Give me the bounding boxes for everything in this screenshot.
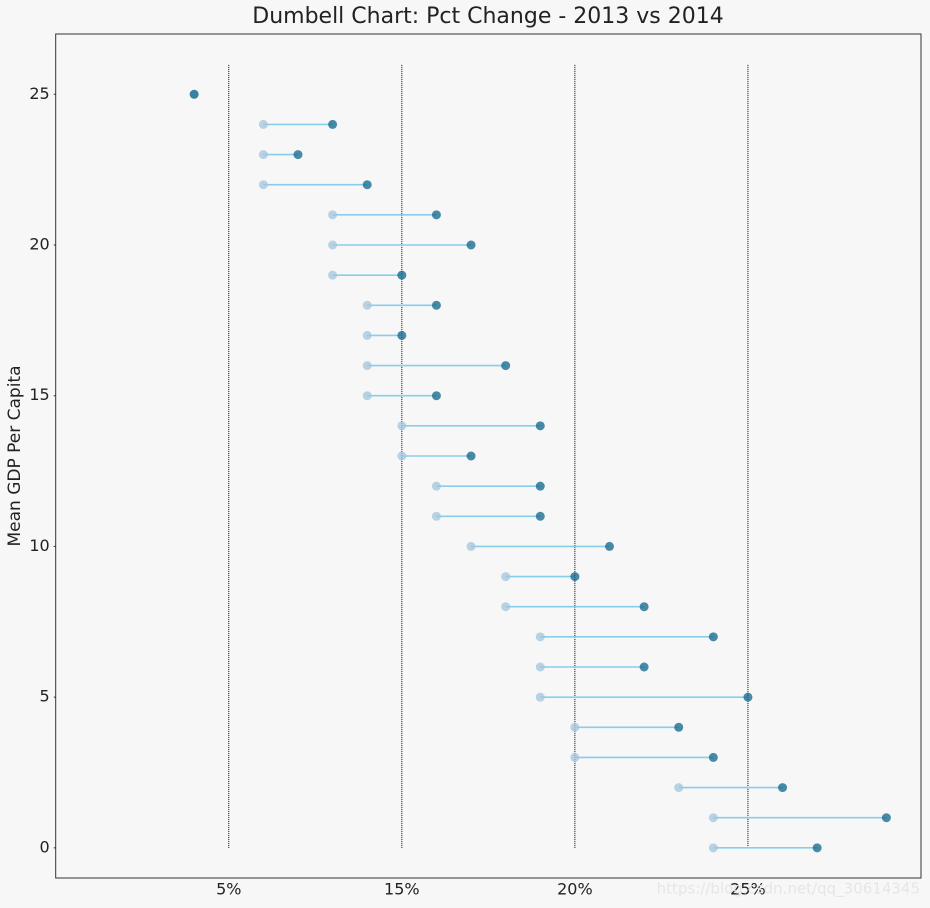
dumbbell-point: [189, 89, 199, 99]
dumbbell-point: [708, 632, 718, 642]
dumbbell-point: [708, 813, 718, 823]
dumbbell-point: [570, 572, 580, 582]
chart-title: Dumbell Chart: Pct Change - 2013 vs 2014: [252, 4, 723, 29]
dumbbell-point: [397, 421, 407, 431]
dumbbell-point: [466, 541, 476, 551]
dumbbell-point: [362, 391, 372, 401]
dumbbell-point: [881, 813, 891, 823]
dumbbell-point: [397, 270, 407, 280]
dumbbell-point: [778, 783, 788, 793]
plot-area: [55, 33, 922, 879]
dumbbell-point: [466, 451, 476, 461]
dumbbell-point: [535, 481, 545, 491]
dumbbell-point: [362, 361, 372, 371]
dumbbell-point: [708, 843, 718, 853]
dumbbell-point: [570, 722, 580, 732]
dumbbell-point: [397, 330, 407, 340]
dumbbell-point: [501, 572, 511, 582]
dumbbell-point: [362, 330, 372, 340]
dumbbell-point: [431, 481, 441, 491]
x-tick-label: 5%: [216, 880, 241, 899]
dumbbell-point: [466, 240, 476, 250]
dumbbell-point: [362, 180, 372, 190]
y-tick-label: 0: [40, 837, 50, 856]
watermark: https://blog.csdn.net/qq_30614345: [657, 880, 920, 899]
dumbbell-point: [328, 210, 338, 220]
dumbbell-point: [743, 692, 753, 702]
dumbbell-point: [397, 451, 407, 461]
x-tick-label: 25%: [730, 880, 766, 899]
x-tick-label: 15%: [384, 880, 420, 899]
y-axis-label: Mean GDP Per Capita: [5, 365, 25, 546]
dumbbell-point: [535, 662, 545, 672]
dumbbell-point: [674, 783, 684, 793]
dumbbell-point: [501, 361, 511, 371]
y-tick-label: 15: [29, 385, 49, 404]
y-tick-label: 25: [29, 84, 49, 103]
dumbbell-point: [258, 150, 268, 160]
dumbbell-point: [570, 752, 580, 762]
dumbbell-point: [431, 391, 441, 401]
dumbbell-point: [328, 270, 338, 280]
dumbbell-point: [535, 632, 545, 642]
dumbbell-point: [639, 662, 649, 672]
y-tick-label: 5: [40, 687, 50, 706]
dumbbell-point: [431, 210, 441, 220]
dumbbell-point: [535, 692, 545, 702]
dumbbell-point: [535, 421, 545, 431]
dumbbell-point: [431, 300, 441, 310]
dumbbell-point: [258, 119, 268, 129]
dumbbell-point: [431, 511, 441, 521]
dumbbell-point: [293, 150, 303, 160]
dumbbell-point: [604, 541, 614, 551]
dumbbell-point: [674, 722, 684, 732]
dumbbell-point: [328, 240, 338, 250]
dumbbell-point: [812, 843, 822, 853]
dumbbell-point: [258, 180, 268, 190]
dumbbell-point: [535, 511, 545, 521]
dumbbell-point: [362, 300, 372, 310]
y-tick-label: 10: [29, 536, 49, 555]
dumbbell-point: [708, 752, 718, 762]
dumbbell-point: [639, 602, 649, 612]
dumbbell-point: [501, 602, 511, 612]
dumbbell-point: [328, 119, 338, 129]
x-tick-label: 20%: [557, 880, 593, 899]
y-tick-label: 20: [29, 235, 49, 254]
